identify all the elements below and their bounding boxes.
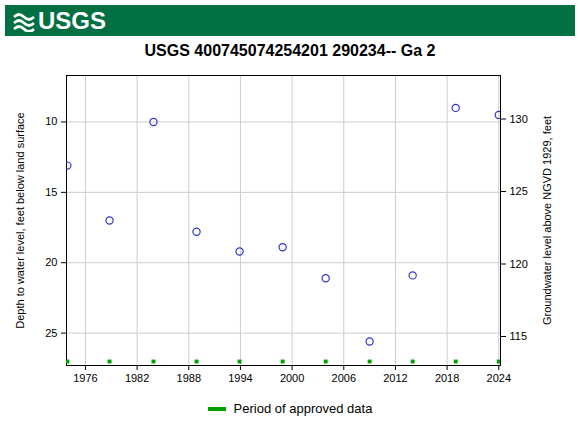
- svg-text:2024: 2024: [487, 372, 511, 384]
- svg-text:120: 120: [510, 258, 528, 270]
- svg-text:1976: 1976: [73, 372, 97, 384]
- svg-text:1982: 1982: [125, 372, 149, 384]
- html-text:USGS: USGS: [38, 7, 106, 34]
- svg-text:Depth to water level, feet bel: Depth to water level, feet below land su…: [14, 112, 26, 328]
- svg-text:115: 115: [510, 330, 528, 342]
- svg-text:1994: 1994: [228, 372, 252, 384]
- svg-text:130: 130: [510, 113, 528, 125]
- svg-text:25: 25: [45, 327, 57, 339]
- svg-text:2018: 2018: [435, 372, 459, 384]
- svg-text:15: 15: [45, 186, 57, 198]
- svg-text:10: 10: [45, 115, 57, 127]
- svg-text:1988: 1988: [177, 372, 201, 384]
- html-text:Period of approved data: Period of approved data: [233, 401, 373, 416]
- svg-text:2006: 2006: [332, 372, 356, 384]
- svg-text:2000: 2000: [280, 372, 304, 384]
- svg-text:Groundwater level above NGVD 1: Groundwater level above NGVD 1929, feet: [541, 116, 553, 325]
- html-text:USGS 400745074254201 290234--: USGS 400745074254201 290234-- Ga 2: [144, 42, 436, 59]
- svg-text:20: 20: [45, 256, 57, 268]
- svg-text:125: 125: [510, 185, 528, 197]
- svg-text:2012: 2012: [383, 372, 407, 384]
